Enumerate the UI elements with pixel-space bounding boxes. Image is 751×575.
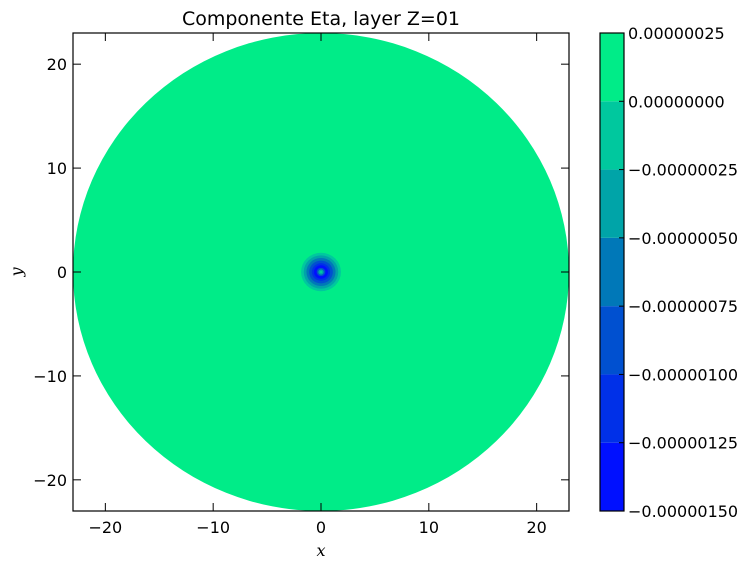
y-tick-label: 0 [57, 263, 67, 282]
colorbar-tick-label: −0.00000075 [628, 297, 738, 316]
colorbar: 0.00000025 0.00000000 −0.00000025 −0.000000… [599, 24, 738, 521]
plot-area [73, 33, 569, 511]
colorbar-tick-label: −0.00000025 [628, 161, 738, 180]
y-tick-label: −20 [33, 471, 67, 490]
chart-title: Componente Eta, layer Z=01 [182, 8, 460, 30]
x-tick-label: 10 [419, 518, 439, 537]
x-tick-label: −10 [196, 518, 230, 537]
y-axis: −20 −10 0 10 20 [33, 55, 569, 490]
x-tick-label: 0 [316, 518, 326, 537]
colorbar-tick-label: 0.00000025 [628, 24, 725, 43]
colorbar-segment [600, 33, 624, 102]
colorbar-segment [600, 237, 624, 307]
colorbar-tick-label: 0.00000000 [628, 92, 725, 111]
colorbar-tick-label: −0.00000150 [628, 502, 738, 521]
colorbar-segment [600, 442, 624, 511]
y-tick-label: 10 [47, 159, 67, 178]
x-axis-label: x [316, 541, 325, 560]
colorbar-tick-label: −0.00000125 [628, 434, 738, 453]
contour-ring-8 [319, 270, 323, 274]
x-axis: −20 −10 0 10 20 [88, 33, 547, 537]
colorbar-tick-label: −0.00000050 [628, 229, 738, 248]
colorbar-segment [600, 101, 624, 170]
colorbar-frame [599, 32, 625, 512]
x-tick-label: 20 [526, 518, 546, 537]
colorbar-segment [600, 306, 624, 375]
x-tick-label: −20 [88, 518, 122, 537]
y-tick-label: 20 [47, 55, 67, 74]
colorbar-tick-label: −0.00000100 [628, 365, 738, 384]
colorbar-segment [600, 169, 624, 238]
y-tick-label: −10 [33, 367, 67, 386]
colorbar-segment [600, 374, 624, 443]
y-axis-label: y [7, 267, 26, 278]
